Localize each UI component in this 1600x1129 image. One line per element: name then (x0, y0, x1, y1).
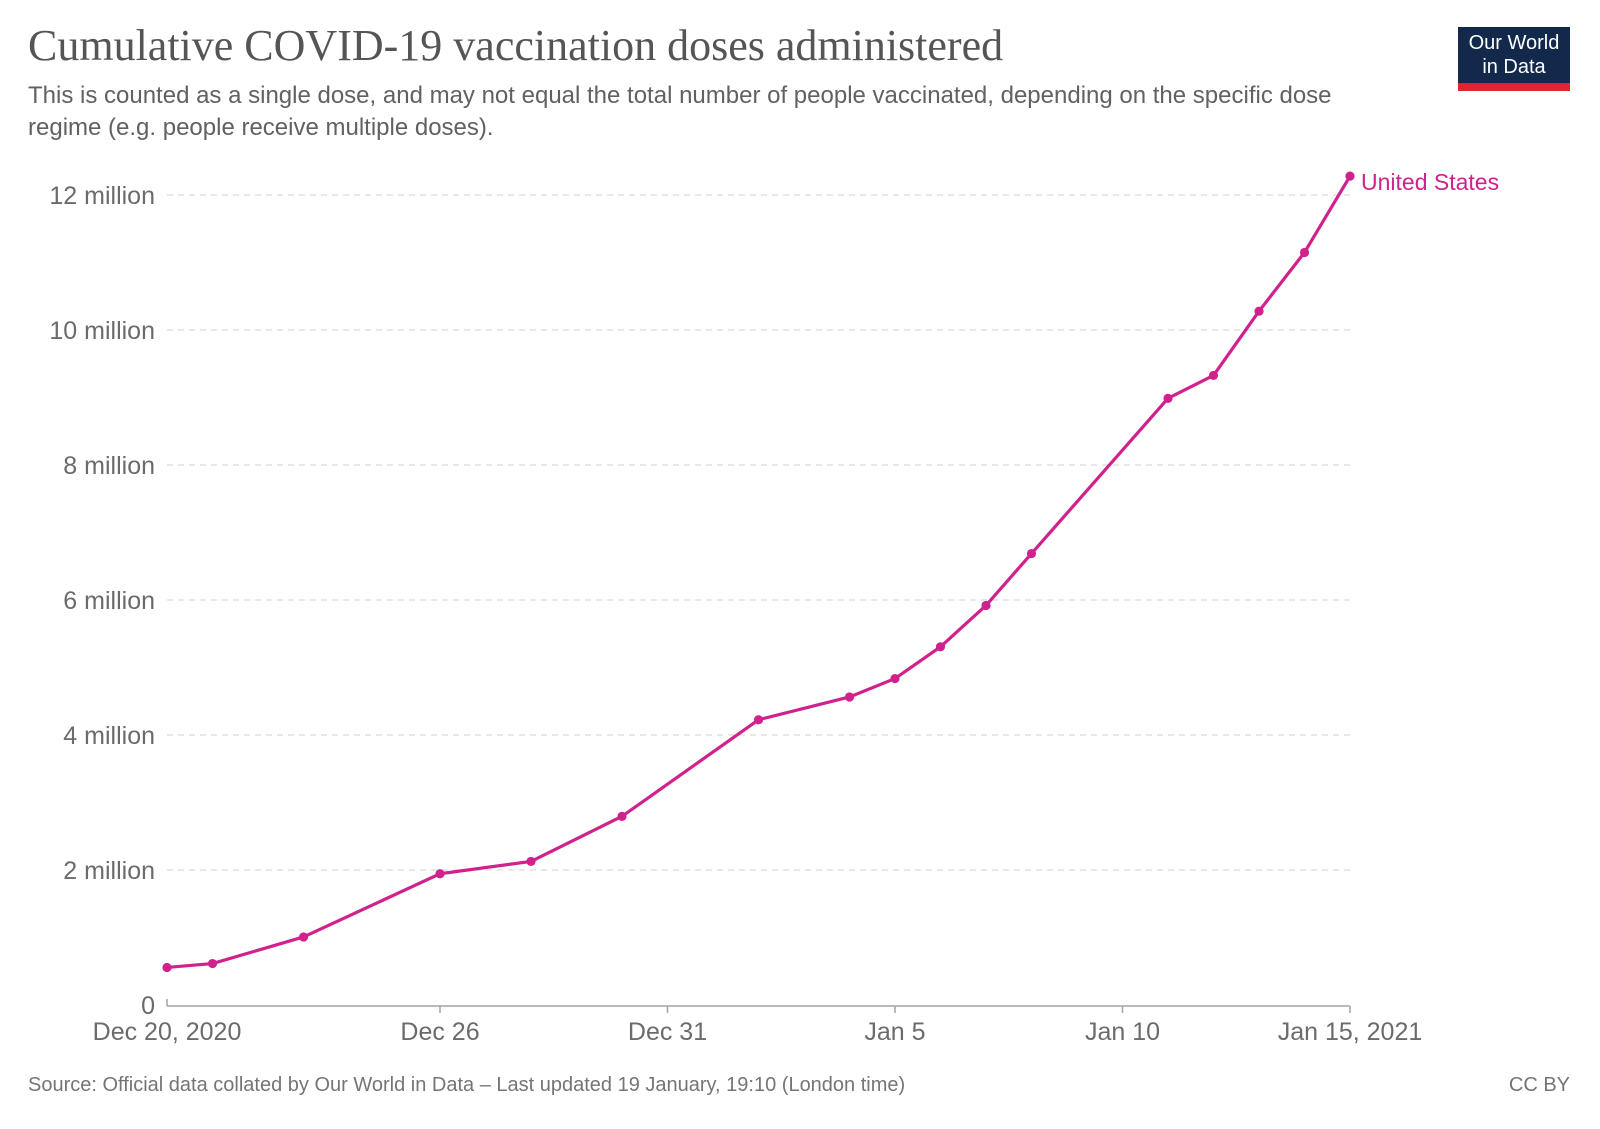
y-axis-tick-label: 8 million (63, 452, 155, 480)
chart-footer: Source: Official data collated by Our Wo… (28, 1074, 1570, 1097)
us-data-point (162, 962, 172, 973)
owid-logo-text-line2: in Data (1482, 56, 1546, 78)
us-data-point (298, 932, 309, 942)
chart-subtitle: This is counted as a single dose, and ma… (28, 82, 1332, 141)
owid-logo: Our World in Data (1458, 27, 1570, 91)
source-note: Source: Official data collated by Our Wo… (28, 1074, 906, 1096)
us-data-point (526, 856, 536, 867)
license-badge: CC BY (1508, 1074, 1570, 1096)
us-data-point (753, 715, 764, 725)
y-axis-tick-label: 4 million (63, 722, 155, 750)
us-data-point (617, 811, 627, 821)
y-axis-tick-label: 12 million (49, 182, 155, 210)
series-label-united-states: United States (1361, 169, 1500, 195)
us-data-point (981, 600, 991, 611)
y-axis-tick-label: 0 (141, 992, 155, 1020)
x-axis-tick-label: Jan 15, 2021 (1278, 1018, 1423, 1046)
us-data-point (890, 673, 900, 684)
owid-logo-red-stripe (1458, 83, 1570, 91)
x-axis-tick-label: Dec 26 (400, 1018, 479, 1046)
y-axis-tick-label: 10 million (49, 317, 155, 345)
us-data-point (435, 869, 445, 879)
us-data-point (1163, 393, 1173, 403)
us-data-point (1026, 548, 1037, 559)
us-series-line (165, 174, 1352, 970)
chart-title: Cumulative COVID-19 vaccination doses ad… (28, 21, 1004, 70)
y-axis-tick-label: 2 million (63, 857, 155, 885)
x-axis-tick-label: Dec 20, 2020 (93, 1018, 242, 1046)
us-data-point (207, 958, 218, 969)
x-axis-tick-label: Jan 5 (864, 1018, 925, 1046)
us-data-point (1345, 171, 1355, 181)
us-data-point (1299, 247, 1310, 258)
us-data-point (844, 692, 855, 702)
owid-logo-text-line1: Our World (1468, 32, 1560, 54)
us-data-point (1254, 306, 1264, 316)
x-axis-tick-label: Jan 10 (1085, 1018, 1160, 1046)
y-axis-tick-label: 6 million (63, 587, 155, 615)
x-axis-tick-label: Dec 31 (628, 1018, 707, 1046)
us-data-point (1208, 370, 1219, 381)
us-data-point (935, 642, 946, 652)
